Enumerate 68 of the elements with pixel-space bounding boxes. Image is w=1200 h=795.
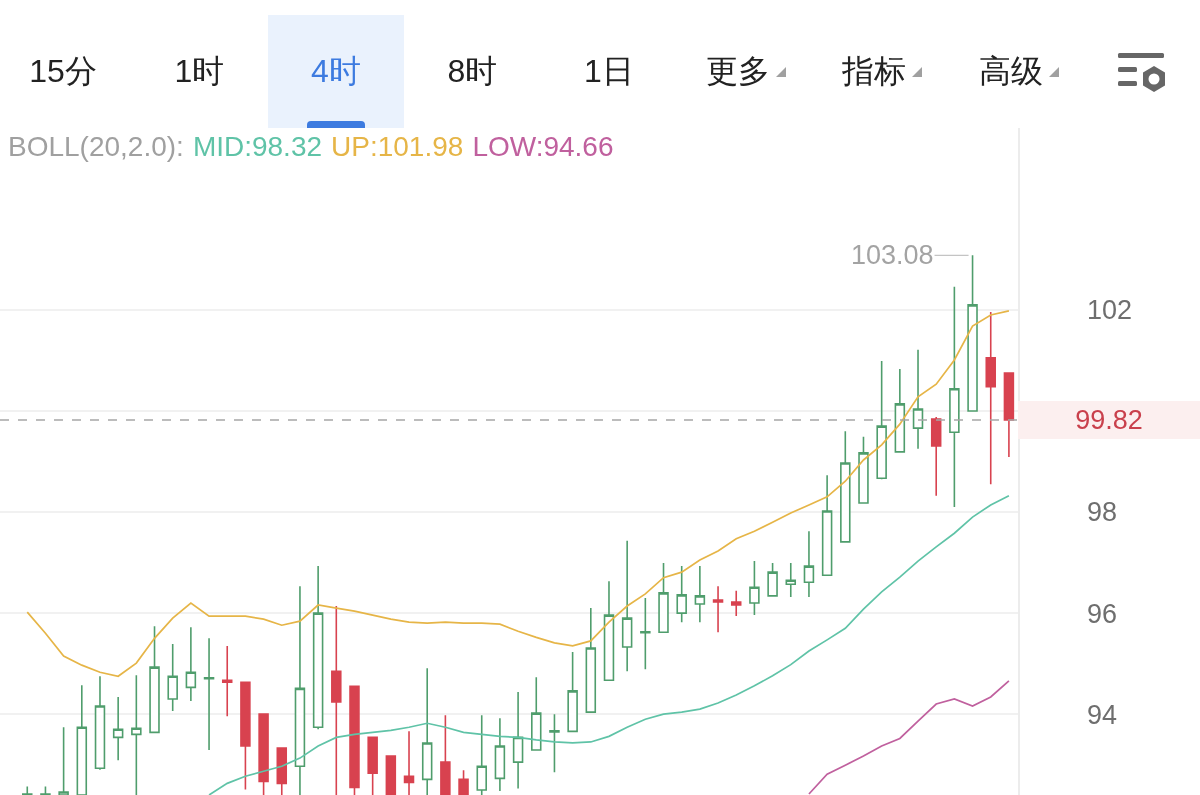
annotation: 103.08 <box>851 240 934 270</box>
candlestick <box>603 580 615 682</box>
candlestick <box>967 254 978 412</box>
text: LOW:94.66 <box>472 131 614 162</box>
candlestick <box>440 714 451 795</box>
text: 高级 <box>978 51 1043 91</box>
candlestick <box>276 747 288 795</box>
candlestick <box>349 685 360 795</box>
candlestick <box>403 730 415 795</box>
candlestick <box>367 736 378 795</box>
candlestick <box>749 560 760 616</box>
candlestick <box>221 645 233 717</box>
candlestick <box>730 590 742 617</box>
text: 99.82 <box>1075 404 1143 436</box>
candlestick <box>840 430 851 543</box>
candlestick <box>694 565 706 623</box>
text: 8时 <box>447 51 498 91</box>
candlestick <box>567 651 578 733</box>
candlestick <box>858 435 869 504</box>
candlestick <box>240 681 251 791</box>
candlestick <box>112 696 124 761</box>
text: MID:98.32 <box>192 131 323 162</box>
legend-title: BOLL(20,2.0): <box>8 131 184 162</box>
candlestick <box>658 562 669 634</box>
line-series <box>808 679 1010 795</box>
candlestick <box>640 597 651 670</box>
candlestick <box>767 562 778 597</box>
candlestick <box>167 643 178 712</box>
candlestick <box>385 755 397 795</box>
text: 4时 <box>311 51 361 91</box>
candlestick <box>985 311 996 486</box>
candlestick <box>785 562 797 598</box>
candlestick <box>94 675 106 771</box>
y-tick-label: 96 <box>1086 598 1117 629</box>
candlestick <box>621 540 633 672</box>
candlestick <box>458 769 469 795</box>
candlestick <box>258 713 269 795</box>
y-tick-label: 98 <box>1086 497 1117 528</box>
y-tick-label: 94 <box>1086 699 1117 730</box>
candlestick <box>1003 372 1015 458</box>
candlestick <box>585 607 597 713</box>
candlestick <box>894 368 906 453</box>
candlestick <box>203 637 215 751</box>
candlestick <box>912 349 924 450</box>
candlestick <box>930 416 942 497</box>
y-tick-label: 102 <box>1086 295 1132 326</box>
candlestick <box>549 713 560 774</box>
text: 指标 <box>842 51 906 91</box>
text: 15分 <box>29 51 97 91</box>
text: 1时 <box>174 51 225 91</box>
candlestick <box>331 605 342 795</box>
candlestick <box>803 530 815 598</box>
candlestick <box>876 360 887 480</box>
candlestick <box>149 625 160 734</box>
candlestick <box>821 474 833 576</box>
text: 1日 <box>584 51 634 91</box>
text: UP:101.98 <box>331 131 464 162</box>
candlestick <box>531 676 542 751</box>
candlestick <box>185 626 197 702</box>
candlestick <box>676 565 687 623</box>
candlestick <box>312 565 324 731</box>
candlestick <box>949 285 960 508</box>
line-series <box>26 310 1010 678</box>
candlestick <box>494 717 506 792</box>
text: 更多 <box>705 51 770 91</box>
candlestick <box>512 691 524 790</box>
candlestick <box>712 585 724 634</box>
line-series <box>208 495 1010 795</box>
